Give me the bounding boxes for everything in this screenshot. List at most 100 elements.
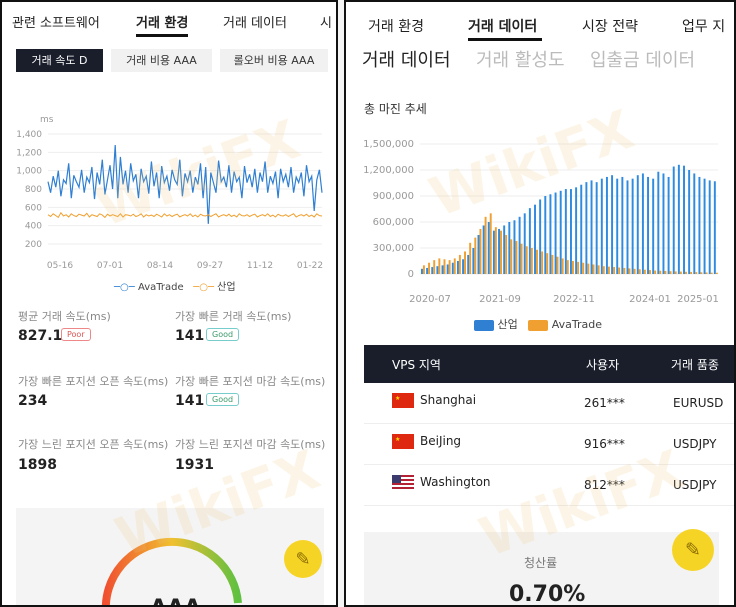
legend-ava-swatch (528, 319, 549, 331)
bar-avatrade (484, 216, 487, 274)
stat-value-fastest-speed: 141 (175, 328, 205, 344)
bar-avatrade (700, 272, 703, 274)
bar-avatrade (561, 258, 564, 274)
tab-business[interactable]: 업무 지 (682, 19, 726, 35)
series-line-industry (47, 211, 323, 219)
stat-value-slowest-close: 1931 (175, 457, 214, 473)
svg-text:★: ★ (395, 436, 400, 443)
x-tick-label: 07-01 (97, 261, 123, 271)
row-users: 261*** (584, 396, 625, 410)
bar-industry (446, 264, 449, 274)
bar-industry (564, 189, 567, 274)
stat-badge-good-close: Good (206, 393, 240, 406)
bar-industry (677, 164, 680, 274)
tab-trading-environment[interactable]: 거래 환경 (136, 16, 189, 31)
stat-label-slowest-open: 가장 느린 포지션 오픈 속도(ms) (18, 438, 169, 451)
bar-industry (451, 262, 454, 274)
vps-table: VPS 지역 사용자 거래 품종 ★ Shanghai 261*** EURUS… (364, 345, 734, 506)
tab-related-software[interactable]: 관련 소프트웨어 (12, 16, 100, 31)
row-region: Shanghai (420, 393, 477, 407)
tab-trading-data[interactable]: 거래 데이터 (468, 19, 538, 35)
legend-industry-swatch (474, 319, 494, 331)
y-tick-label: 900,000 (373, 191, 414, 202)
liquidation-label: 청산률 (524, 556, 558, 570)
bar-industry (580, 184, 583, 274)
bar-avatrade (469, 242, 472, 274)
bar-avatrade (474, 237, 477, 274)
bar-avatrade (715, 272, 718, 274)
y-tick-label: 1,000 (16, 167, 42, 177)
x-tick-label: 01-22 (297, 261, 323, 271)
bar-avatrade (428, 262, 431, 274)
bar-industry (713, 181, 716, 274)
row-symbol: EURUSD (673, 396, 724, 410)
y-unit-label: ms (40, 115, 54, 125)
table-row: ★ Shanghai 261*** EURUSD (364, 383, 734, 424)
bar-avatrade (458, 254, 461, 274)
bar-avatrade (525, 246, 528, 274)
bar-avatrade (695, 272, 698, 274)
row-symbol: USDJPY (673, 478, 717, 492)
stat-badge-good: Good (206, 328, 240, 341)
bar-avatrade (587, 263, 590, 274)
bar-industry (431, 267, 434, 274)
subtab-trading-data[interactable]: 거래 데이터 (362, 50, 451, 71)
bar-avatrade (479, 228, 482, 274)
legend-ava-label: AvaTrade (137, 282, 184, 293)
legend-industry-label: 산업 (497, 318, 518, 331)
stat-label-avg-speed: 평균 거래 속도(ms) (18, 310, 111, 323)
tab-trading-data[interactable]: 거래 데이터 (223, 16, 287, 31)
tab-market-strategy[interactable]: 시장 전략 (582, 19, 638, 35)
bar-industry (508, 222, 511, 274)
subtab-trading-activity[interactable]: 거래 활성도 (476, 50, 565, 71)
bar-avatrade (443, 259, 446, 274)
margin-trend-chart: 1,500,000 1,200,000 900,000 600,000 300,000 0… (363, 139, 719, 305)
bar-industry (641, 173, 644, 274)
bar-industry (456, 261, 459, 274)
chip-trading-speed[interactable]: 거래 속도 D (16, 49, 103, 72)
bar-industry (523, 213, 526, 274)
bar-industry (528, 208, 531, 274)
row-users: 812*** (584, 478, 625, 492)
bar-avatrade (623, 267, 626, 274)
chip-trading-cost[interactable]: 거래 비용 AAA (111, 49, 212, 72)
stat-label-fastest-speed: 가장 빠른 거래 속도(ms) (175, 310, 292, 323)
legend-ava-marker: ─○─ (114, 282, 135, 293)
right-top-nav: 거래 환경 거래 데이터 시장 전략 업무 지 (346, 2, 734, 42)
china-flag-icon: ★ (392, 434, 414, 449)
bar-industry (672, 166, 675, 274)
tab-trading-environment[interactable]: 거래 환경 (368, 19, 424, 35)
bar-industry (539, 199, 542, 274)
bar-avatrade (690, 271, 693, 274)
y-tick-label: 1,200 (16, 148, 42, 158)
stat-label-fastest-close: 가장 빠른 포지션 마감 속도(ms) (175, 375, 326, 388)
bar-avatrade (546, 253, 549, 274)
active-tab-indicator (468, 38, 542, 41)
pencil-icon: ✎ (295, 548, 311, 570)
chip-rollover-cost[interactable]: 롤오버 비용 AAA (220, 49, 328, 72)
bar-avatrade (500, 230, 502, 274)
bar-avatrade (422, 265, 425, 274)
stat-value-slowest-open: 1898 (18, 457, 57, 473)
bar-avatrade (633, 268, 636, 274)
legend-industry-marker: ─○─ (193, 282, 214, 293)
bar-avatrade (464, 251, 467, 274)
bar-avatrade (597, 265, 600, 274)
svg-text:★: ★ (395, 395, 400, 402)
tab-market[interactable]: 시 (320, 16, 332, 31)
bar-industry (503, 225, 506, 274)
stat-value-fastest-open: 234 (18, 393, 48, 409)
bar-industry (585, 182, 588, 274)
header-symbol: 거래 품종 (671, 358, 719, 372)
edit-fab-button[interactable]: ✎ (284, 540, 322, 578)
bar-industry (590, 180, 593, 274)
bar-industry (492, 230, 495, 274)
edit-fab-button[interactable]: ✎ (672, 529, 714, 571)
bar-industry (472, 248, 475, 274)
bar-avatrade (618, 267, 621, 274)
us-flag-icon (392, 475, 414, 490)
speed-legend: ─○─ AvaTrade ─○─ 산업 (114, 278, 236, 293)
bar-avatrade (571, 261, 574, 274)
table-row: ★ BeiJing 916*** USDJPY (364, 424, 734, 465)
subtab-deposit-withdrawal[interactable]: 입출금 데이터 (590, 50, 696, 71)
